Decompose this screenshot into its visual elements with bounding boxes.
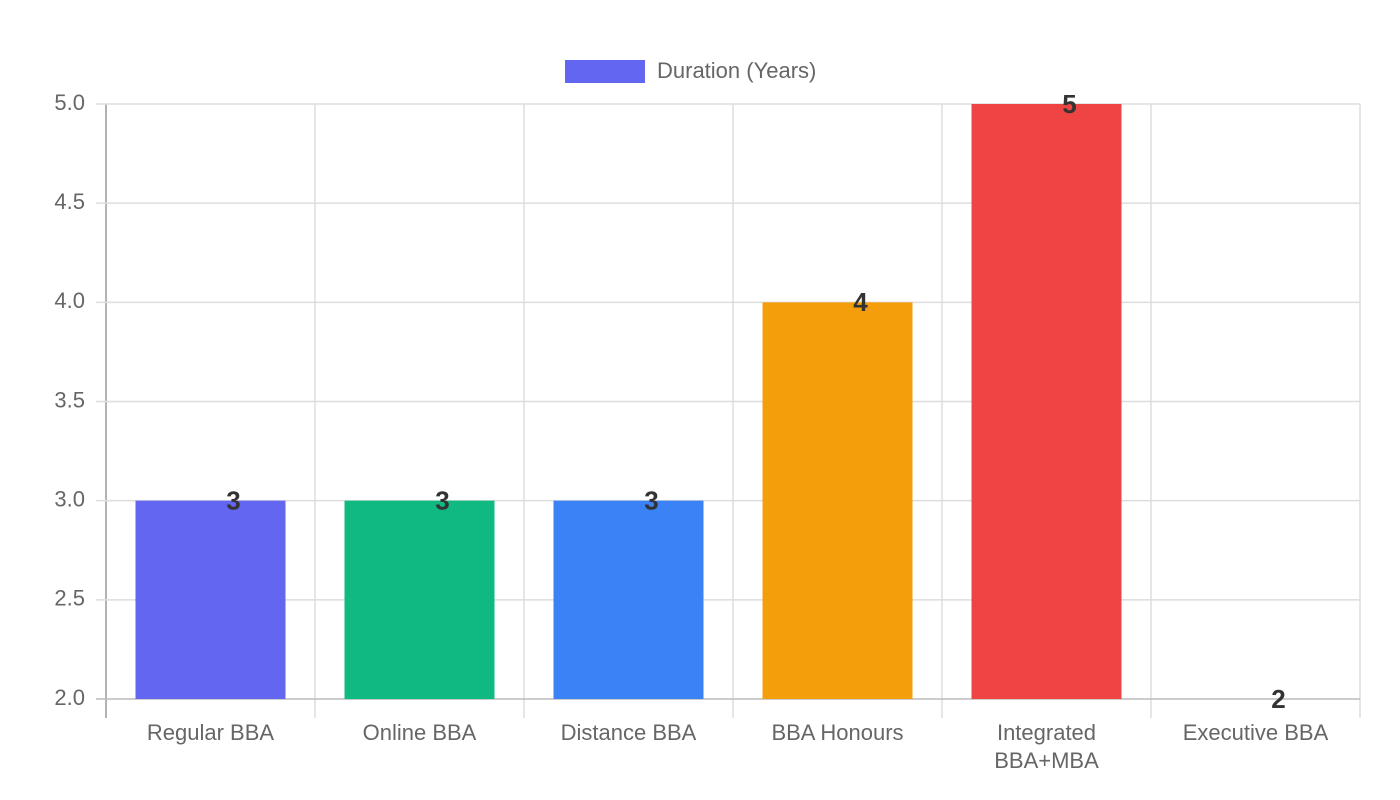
y-tick-label: 3.5 [54, 387, 85, 412]
bar [762, 302, 913, 699]
y-tick-label: 2.0 [54, 685, 85, 710]
y-tick-label: 2.5 [54, 586, 85, 611]
y-tick-label: 5.0 [54, 90, 85, 115]
x-tick-label: Integrated BBA+MBA [994, 720, 1099, 773]
x-tick-label: Distance BBA [561, 720, 697, 745]
bar [135, 500, 286, 699]
legend-label: Duration (Years) [657, 58, 816, 83]
legend-swatch [565, 60, 645, 83]
x-tick-label: BBA Honours [771, 720, 903, 745]
value-label: 3 [435, 486, 449, 516]
value-label: 4 [853, 287, 868, 317]
y-tick-label: 4.5 [54, 189, 85, 214]
x-tick-label: Regular BBA [147, 720, 275, 745]
x-tick-label-line: BBA+MBA [994, 748, 1099, 773]
x-tick-label-line: Integrated [997, 720, 1096, 745]
x-tick-label: Online BBA [363, 720, 477, 745]
y-tick-label: 4.0 [54, 288, 85, 313]
x-tick-label: Executive BBA [1183, 720, 1329, 745]
value-label: 5 [1062, 89, 1076, 119]
value-label: 3 [226, 486, 240, 516]
value-label: 3 [644, 486, 658, 516]
y-tick-label: 3.0 [54, 486, 85, 511]
value-label: 2 [1271, 684, 1285, 714]
bar [344, 500, 495, 699]
bar [553, 500, 704, 699]
bar [971, 104, 1122, 699]
